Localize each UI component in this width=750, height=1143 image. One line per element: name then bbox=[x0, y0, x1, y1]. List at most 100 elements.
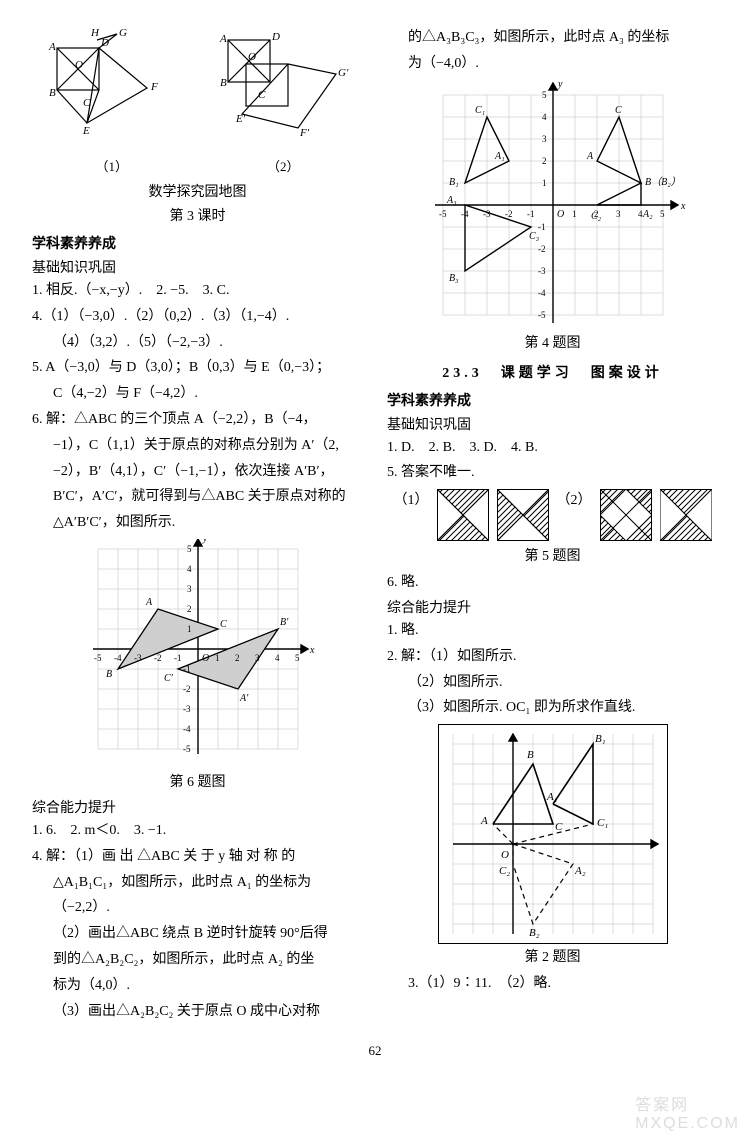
svg-text:5: 5 bbox=[295, 653, 300, 663]
left-qb4a: 4. 解：（1）画 出 △ABC 关 于 y 轴 对 称 的 bbox=[32, 845, 363, 869]
svg-text:C₂: C₂ bbox=[499, 865, 510, 877]
svg-text:-1: -1 bbox=[183, 664, 191, 674]
svg-text:1: 1 bbox=[542, 178, 547, 188]
left-column: AB CD EF GH O AB CD E′F′ G bbox=[32, 24, 363, 1025]
left-qb4d: （2）画出△ABC 绕点 B 逆时针旋转 90°后得 bbox=[32, 922, 363, 946]
watermark: 答案网 MXQE.COM bbox=[635, 1091, 740, 1133]
svg-text:C: C bbox=[258, 89, 266, 101]
figpair-caption1: 数学探究园地图 bbox=[32, 181, 363, 201]
svg-text:C: C bbox=[220, 619, 227, 630]
svg-text:B′: B′ bbox=[280, 617, 289, 628]
right-q3: 3.（1）9∶11. （2）略. bbox=[387, 972, 718, 996]
svg-text:x: x bbox=[309, 645, 315, 656]
right-cont-a: 的△A₃B₃C₃，如图所示，此时点 A₃ 的坐标 bbox=[387, 26, 718, 50]
svg-text:D: D bbox=[100, 37, 109, 49]
left-q6b: −1），C（1,1）关于原点的对称点分别为 A′（2, bbox=[32, 434, 363, 458]
svg-text:-5: -5 bbox=[183, 744, 191, 754]
svg-text:O: O bbox=[202, 653, 209, 664]
left-q6e: △A′B′C′，如图所示. bbox=[32, 511, 363, 535]
svg-text:1: 1 bbox=[215, 653, 220, 663]
svg-text:-2: -2 bbox=[154, 653, 162, 663]
right-b2b: （2）如图所示. bbox=[387, 671, 718, 695]
left-qb4e: 到的△A₂B₂C₂，如图所示，此时点 A₂ 的坐 bbox=[32, 948, 363, 972]
svg-text:A′: A′ bbox=[239, 693, 249, 704]
svg-text:A: A bbox=[480, 815, 488, 827]
tile-1a bbox=[437, 489, 489, 541]
q5-sub2: （2） bbox=[557, 489, 592, 509]
svg-text:-5: -5 bbox=[94, 653, 102, 663]
svg-text:C: C bbox=[615, 105, 622, 116]
left-section1-head: 学科素养养成 bbox=[32, 233, 363, 253]
svg-text:B₁: B₁ bbox=[449, 177, 459, 188]
svg-text:B₂: B₂ bbox=[529, 927, 540, 939]
svg-text:5: 5 bbox=[660, 209, 665, 219]
svg-text:A: A bbox=[219, 33, 227, 45]
svg-text:C: C bbox=[555, 821, 563, 833]
chart-q6: ABC A′B′C′ O xy -5-4-3-2-1 12345 12345 -… bbox=[73, 539, 323, 769]
right-column: 的△A₃B₃C₃，如图所示，此时点 A₃ 的坐标 为（−4,0）. bbox=[387, 24, 718, 1025]
left-q6c: −2），B′（4,1），C′（−1,−1），依次连接 A′B′， bbox=[32, 460, 363, 484]
q5-tiles: （1） （2） bbox=[387, 489, 718, 541]
tile-2b bbox=[660, 489, 712, 541]
svg-text:-1: -1 bbox=[174, 653, 182, 663]
right-qline1: 1. D. 2. B. 3. D. 4. B. bbox=[387, 436, 718, 460]
svg-text:B: B bbox=[527, 749, 534, 761]
svg-text:y: y bbox=[557, 80, 563, 90]
svg-text:C₁: C₁ bbox=[597, 817, 608, 829]
caption-1: （1） bbox=[95, 156, 128, 175]
svg-text:-2: -2 bbox=[505, 209, 513, 219]
svg-text:O: O bbox=[248, 51, 256, 63]
svg-text:3: 3 bbox=[187, 584, 192, 594]
svg-text:2: 2 bbox=[542, 156, 547, 166]
section-23-3-head: 23.3 课题学习 图案设计 bbox=[387, 362, 718, 382]
svg-text:1: 1 bbox=[572, 209, 577, 219]
svg-text:-3: -3 bbox=[183, 704, 191, 714]
svg-text:A₁: A₁ bbox=[546, 791, 558, 803]
svg-text:B₃: B₃ bbox=[449, 273, 459, 284]
svg-text:B（B₂）: B（B₂） bbox=[645, 176, 681, 188]
svg-text:-3: -3 bbox=[538, 266, 546, 276]
left-qb1: 1. 6. 2. m＜0. 3. −1. bbox=[32, 819, 363, 843]
svg-text:G′: G′ bbox=[338, 67, 349, 79]
left-section1-sub: 基础知识巩固 bbox=[32, 257, 363, 277]
page-number: 62 bbox=[32, 1043, 718, 1059]
svg-text:B: B bbox=[49, 87, 56, 99]
svg-text:1: 1 bbox=[187, 624, 192, 634]
svg-text:B₁: B₁ bbox=[595, 733, 606, 745]
left-q5b: C（4,−2）与 F（−4,2）. bbox=[32, 382, 363, 406]
left-q4a: 4.（1）（−3,0）.（2）（0,2）.（3）（1,−4）. bbox=[32, 305, 363, 329]
svg-text:-1: -1 bbox=[527, 209, 535, 219]
svg-text:B: B bbox=[106, 669, 112, 680]
left-qb4g: （3）画出△A₂B₂C₂ 关于原点 O 成中心对称 bbox=[32, 1000, 363, 1024]
svg-text:E′: E′ bbox=[235, 113, 246, 125]
right-s1-head: 学科素养养成 bbox=[387, 390, 718, 410]
right-s1-sub: 基础知识巩固 bbox=[387, 414, 718, 434]
chart4-caption: 第 4 题图 bbox=[387, 332, 718, 352]
svg-text:A₃: A₃ bbox=[446, 195, 457, 206]
svg-text:C′: C′ bbox=[164, 673, 174, 684]
right-b2c: （3）如图所示. OC₁ 即为所求作直线. bbox=[387, 696, 718, 720]
left-q6d: B′C′，A′C′，就可得到与△ABC 关于原点对称的 bbox=[32, 485, 363, 509]
left-q5a: 5. A（−3,0）与 D（3,0）；B（0,3）与 E（0,−3）； bbox=[32, 356, 363, 380]
right-b1: 1. 略. bbox=[387, 619, 718, 643]
right-q5-head: 5. 答案不唯一. bbox=[387, 461, 718, 485]
svg-text:A: A bbox=[145, 597, 153, 608]
svg-text:A₁: A₁ bbox=[494, 151, 505, 162]
svg-text:H: H bbox=[90, 28, 100, 39]
right-cont-b: 为（−4,0）. bbox=[387, 52, 718, 76]
svg-text:y: y bbox=[202, 539, 208, 544]
q5-sub1: （1） bbox=[394, 489, 429, 509]
svg-text:-3: -3 bbox=[483, 209, 491, 219]
svg-text:4: 4 bbox=[638, 209, 643, 219]
svg-text:-3: -3 bbox=[134, 653, 142, 663]
svg-text:4: 4 bbox=[187, 564, 192, 574]
left-qb4b: △A₁B₁C₁，如图所示，此时点 A₁ 的坐标为 bbox=[32, 871, 363, 895]
svg-text:x: x bbox=[680, 201, 686, 212]
svg-text:-4: -4 bbox=[183, 724, 191, 734]
svg-text:3: 3 bbox=[616, 209, 621, 219]
svg-text:O: O bbox=[501, 849, 509, 861]
figure-2: AB CD E′F′ G′O bbox=[208, 28, 358, 148]
figpair-caption2: 第 3 课时 bbox=[32, 205, 363, 225]
svg-text:C: C bbox=[83, 97, 91, 109]
svg-text:B: B bbox=[220, 77, 227, 89]
